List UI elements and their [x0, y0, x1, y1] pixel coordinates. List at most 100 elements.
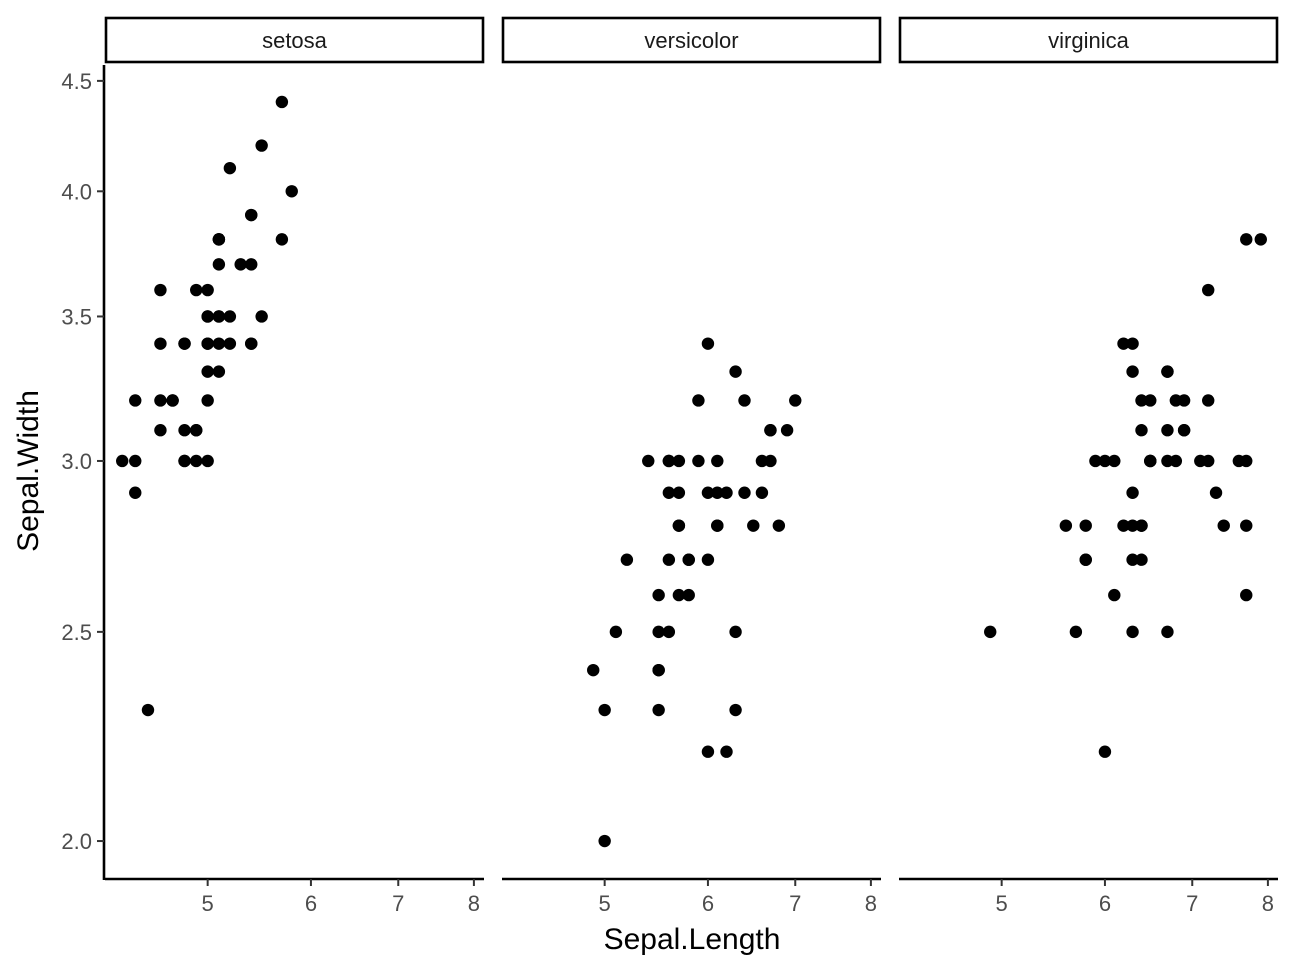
data-point	[652, 588, 665, 602]
data-point	[738, 486, 751, 499]
data-point	[1217, 519, 1230, 532]
data-point	[642, 454, 655, 468]
data-point	[190, 283, 203, 297]
x-tick-label: 5	[202, 891, 214, 916]
data-point	[1108, 588, 1121, 602]
data-point	[682, 553, 695, 566]
data-point	[1144, 394, 1157, 407]
x-tick-label: 8	[468, 891, 480, 916]
x-tick-label: 6	[702, 891, 714, 916]
data-point	[201, 310, 214, 323]
data-point	[1202, 283, 1215, 297]
data-point	[692, 454, 705, 468]
data-point	[223, 337, 237, 350]
data-point	[1161, 365, 1174, 378]
data-point	[212, 233, 226, 246]
data-point	[1126, 519, 1139, 532]
data-point	[701, 745, 715, 758]
data-point	[116, 454, 129, 468]
data-point	[1240, 454, 1253, 468]
data-point	[201, 454, 214, 468]
data-point	[129, 454, 142, 468]
data-point	[738, 394, 751, 407]
data-point	[1059, 519, 1073, 532]
data-point	[662, 625, 676, 639]
data-point	[1135, 394, 1148, 407]
data-point	[662, 553, 676, 566]
data-point	[1079, 553, 1092, 566]
data-point	[1117, 519, 1130, 532]
facet-strip	[104, 16, 485, 64]
data-point	[245, 208, 258, 222]
x-tick-label: 5	[599, 891, 611, 916]
data-point	[1177, 424, 1191, 437]
data-point	[190, 454, 203, 468]
data-point	[234, 258, 247, 271]
data-point	[755, 454, 769, 468]
data-point	[154, 283, 167, 297]
data-point	[255, 310, 268, 323]
data-point	[201, 283, 214, 297]
data-point	[620, 553, 634, 566]
y-tick-label: 4.5	[61, 69, 92, 94]
data-point	[141, 703, 155, 717]
facet-panel-virginica: virginica 5 6 7 8	[898, 16, 1279, 916]
x-tick-label: 7	[789, 891, 801, 916]
y-tick-label: 4.0	[61, 179, 92, 204]
data-point	[1098, 454, 1112, 468]
facet-panels: setosa 5 6 7 8 versicolor 5 6 7 8 virginica 5 6 7 8	[104, 16, 1279, 916]
data-point	[1135, 424, 1148, 437]
data-point	[1254, 233, 1267, 246]
facet-strip-label: versicolor	[644, 28, 738, 53]
data-point	[729, 365, 742, 378]
data-point	[1117, 337, 1130, 350]
data-point	[1135, 553, 1148, 566]
facet-strip-label: setosa	[262, 28, 328, 53]
data-point	[1240, 519, 1253, 532]
data-point	[154, 394, 167, 407]
data-point	[652, 663, 665, 677]
data-point	[598, 834, 611, 848]
data-point	[1098, 745, 1112, 758]
data-point	[166, 394, 179, 407]
data-point	[190, 424, 203, 437]
data-point	[1169, 394, 1183, 407]
data-point	[609, 625, 623, 639]
data-point	[672, 486, 686, 499]
data-point	[154, 424, 167, 437]
data-point	[701, 486, 715, 499]
data-point	[1135, 519, 1148, 532]
data-point	[129, 394, 142, 407]
data-point	[587, 663, 600, 677]
data-point	[652, 625, 665, 639]
data-point	[598, 703, 611, 717]
data-point	[245, 337, 258, 350]
y-tick-label: 2.0	[61, 829, 92, 854]
data-point	[275, 233, 289, 246]
data-point	[1126, 365, 1139, 378]
y-tick-label: 2.5	[61, 620, 92, 645]
data-point	[1126, 553, 1139, 566]
data-point	[1240, 233, 1253, 246]
data-point	[212, 337, 226, 350]
data-point	[701, 337, 715, 350]
data-point	[652, 703, 665, 717]
data-point	[764, 424, 777, 437]
y-axis: 2.0 2.5 3.0 3.5 4.0 4.5	[61, 65, 106, 880]
data-point	[212, 365, 226, 378]
data-point	[178, 424, 191, 437]
data-point	[711, 486, 724, 499]
data-point	[672, 454, 686, 468]
data-point	[201, 337, 214, 350]
data-point	[1144, 454, 1157, 468]
data-point	[1126, 337, 1139, 350]
data-point	[1202, 394, 1215, 407]
data-point	[1209, 486, 1223, 499]
x-tick-label: 5	[996, 891, 1008, 916]
data-point	[780, 424, 794, 437]
data-point	[772, 519, 786, 532]
data-point	[711, 454, 724, 468]
data-point	[223, 310, 237, 323]
data-point	[1108, 454, 1121, 468]
data-point	[764, 454, 777, 468]
